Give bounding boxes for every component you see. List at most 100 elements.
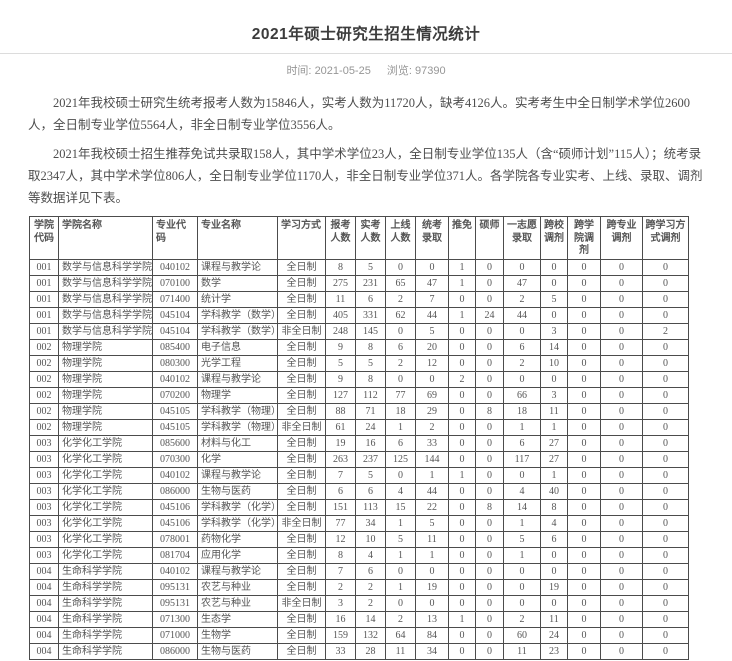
cell-first-choice-admitted: 2 (503, 354, 541, 372)
cell-major-code: 070100 (152, 274, 198, 292)
cell-major-code: 078001 (152, 530, 198, 548)
cell-applicants: 12 (325, 530, 356, 548)
cell-major-name: 课程与教学论 (197, 466, 278, 484)
cell-shuoshi-program: 0 (475, 642, 504, 660)
cell-major-name: 学科教学（数学） (197, 322, 278, 340)
cell-unified-admitted: 13 (415, 610, 449, 628)
cell-actual-examinees: 14 (355, 610, 386, 628)
cell-unified-admitted: 44 (415, 482, 449, 500)
cell-cross-college-adjustment: 0 (567, 578, 601, 596)
cell-above-line: 4 (385, 482, 416, 500)
cell-above-line: 2 (385, 354, 416, 372)
cell-cross-major-adjustment: 0 (600, 610, 643, 628)
cell-exempt-recommendation: 1 (448, 274, 476, 292)
cell-major-code: 045105 (152, 418, 198, 436)
cell-exempt-recommendation: 0 (448, 546, 476, 564)
cell-college-code: 003 (29, 498, 59, 516)
table-row: 004 生命科学学院 095131 农艺与种业 全日制 2 2 1 19 0 0… (29, 578, 689, 596)
cell-exempt-recommendation: 0 (448, 450, 476, 468)
cell-unified-admitted: 19 (415, 578, 449, 596)
cell-cross-major-adjustment: 0 (600, 418, 643, 436)
column-header-actual-examinees: 实考人数 (355, 216, 386, 260)
cell-actual-examinees: 28 (355, 642, 386, 660)
cell-college-name: 数学与信息科学学院 (58, 306, 153, 324)
cell-college-code: 004 (29, 642, 59, 660)
cell-shuoshi-program: 0 (475, 466, 504, 484)
cell-major-name: 学科教学（物理） (197, 418, 278, 436)
cell-major-code: 070300 (152, 450, 198, 468)
cell-unified-admitted: 29 (415, 402, 449, 420)
time-value: 2021-05-25 (314, 65, 371, 77)
table-row: 003 化学化工学院 045106 学科教学（化学） 全日制 151 113 1… (29, 498, 689, 516)
cell-college-code: 003 (29, 514, 59, 532)
cell-cross-college-adjustment: 0 (567, 450, 601, 468)
views-value: 97390 (414, 65, 446, 77)
cell-cross-major-adjustment: 0 (600, 450, 643, 468)
cell-college-name: 化学化工学院 (58, 482, 153, 500)
cell-cross-study-mode-adjustment: 0 (642, 610, 689, 628)
cell-unified-admitted: 22 (415, 498, 449, 516)
cell-major-name: 化学 (197, 450, 278, 468)
cell-college-name: 化学化工学院 (58, 546, 153, 564)
cell-above-line: 0 (385, 594, 416, 612)
cell-exempt-recommendation: 2 (448, 370, 476, 388)
cell-exempt-recommendation: 0 (448, 562, 476, 580)
cell-study-mode: 非全日制 (277, 514, 326, 532)
cell-actual-examinees: 6 (355, 290, 386, 308)
cell-unified-admitted: 144 (415, 450, 449, 468)
cell-cross-major-adjustment: 0 (600, 274, 643, 292)
cell-major-name: 课程与教学论 (197, 370, 278, 388)
cell-above-line: 62 (385, 306, 416, 324)
cell-cross-college-adjustment: 0 (567, 642, 601, 660)
cell-major-name: 学科教学（化学） (197, 514, 278, 532)
cell-college-code: 001 (29, 258, 59, 276)
cell-unified-admitted: 34 (415, 642, 449, 660)
cell-study-mode: 全日制 (277, 258, 326, 276)
cell-college-code: 002 (29, 354, 59, 372)
cell-exempt-recommendation: 0 (448, 434, 476, 452)
column-header-unified-admitted: 统考录取 (415, 216, 449, 260)
cell-cross-school-adjustment: 40 (540, 482, 568, 500)
cell-college-name: 化学化工学院 (58, 530, 153, 548)
cell-cross-school-adjustment: 14 (540, 338, 568, 356)
table-row: 003 化学化工学院 081704 应用化学 全日制 8 4 1 1 0 0 1… (29, 546, 689, 564)
cell-cross-school-adjustment: 0 (540, 258, 568, 276)
cell-applicants: 6 (325, 482, 356, 500)
cell-cross-school-adjustment: 19 (540, 578, 568, 596)
table-row: 004 生命科学学院 086000 生物与医药 全日制 33 28 11 34 … (29, 642, 689, 660)
column-header-above-line: 上线人数 (385, 216, 416, 260)
cell-major-code: 045104 (152, 322, 198, 340)
cell-first-choice-admitted: 66 (503, 386, 541, 404)
cell-exempt-recommendation: 0 (448, 418, 476, 436)
table-row: 004 生命科学学院 040102 课程与教学论 全日制 7 6 0 0 0 0… (29, 562, 689, 580)
cell-exempt-recommendation: 0 (448, 626, 476, 644)
cell-cross-college-adjustment: 0 (567, 514, 601, 532)
cell-college-name: 数学与信息科学学院 (58, 290, 153, 308)
cell-applicants: 7 (325, 562, 356, 580)
cell-actual-examinees: 112 (355, 386, 386, 404)
cell-college-name: 生命科学学院 (58, 610, 153, 628)
cell-cross-study-mode-adjustment: 0 (642, 258, 689, 276)
cell-cross-study-mode-adjustment: 0 (642, 402, 689, 420)
cell-first-choice-admitted: 60 (503, 626, 541, 644)
cell-shuoshi-program: 0 (475, 530, 504, 548)
cell-cross-school-adjustment: 0 (540, 274, 568, 292)
cell-applicants: 61 (325, 418, 356, 436)
cell-major-name: 材料与化工 (197, 434, 278, 452)
cell-above-line: 5 (385, 530, 416, 548)
cell-study-mode: 全日制 (277, 562, 326, 580)
cell-major-code: 070200 (152, 386, 198, 404)
table-row: 003 化学化工学院 040102 课程与教学论 全日制 7 5 0 1 1 0… (29, 466, 689, 484)
cell-exempt-recommendation: 0 (448, 578, 476, 596)
cell-college-name: 数学与信息科学学院 (58, 322, 153, 340)
cell-first-choice-admitted: 11 (503, 642, 541, 660)
cell-exempt-recommendation: 0 (448, 498, 476, 516)
cell-college-name: 物理学院 (58, 386, 153, 404)
cell-cross-study-mode-adjustment: 0 (642, 418, 689, 436)
cell-first-choice-admitted: 6 (503, 338, 541, 356)
cell-cross-major-adjustment: 0 (600, 626, 643, 644)
cell-actual-examinees: 6 (355, 482, 386, 500)
cell-college-code: 003 (29, 482, 59, 500)
table-row: 003 化学化工学院 078001 药物化学 全日制 12 10 5 11 0 … (29, 530, 689, 548)
cell-applicants: 8 (325, 258, 356, 276)
